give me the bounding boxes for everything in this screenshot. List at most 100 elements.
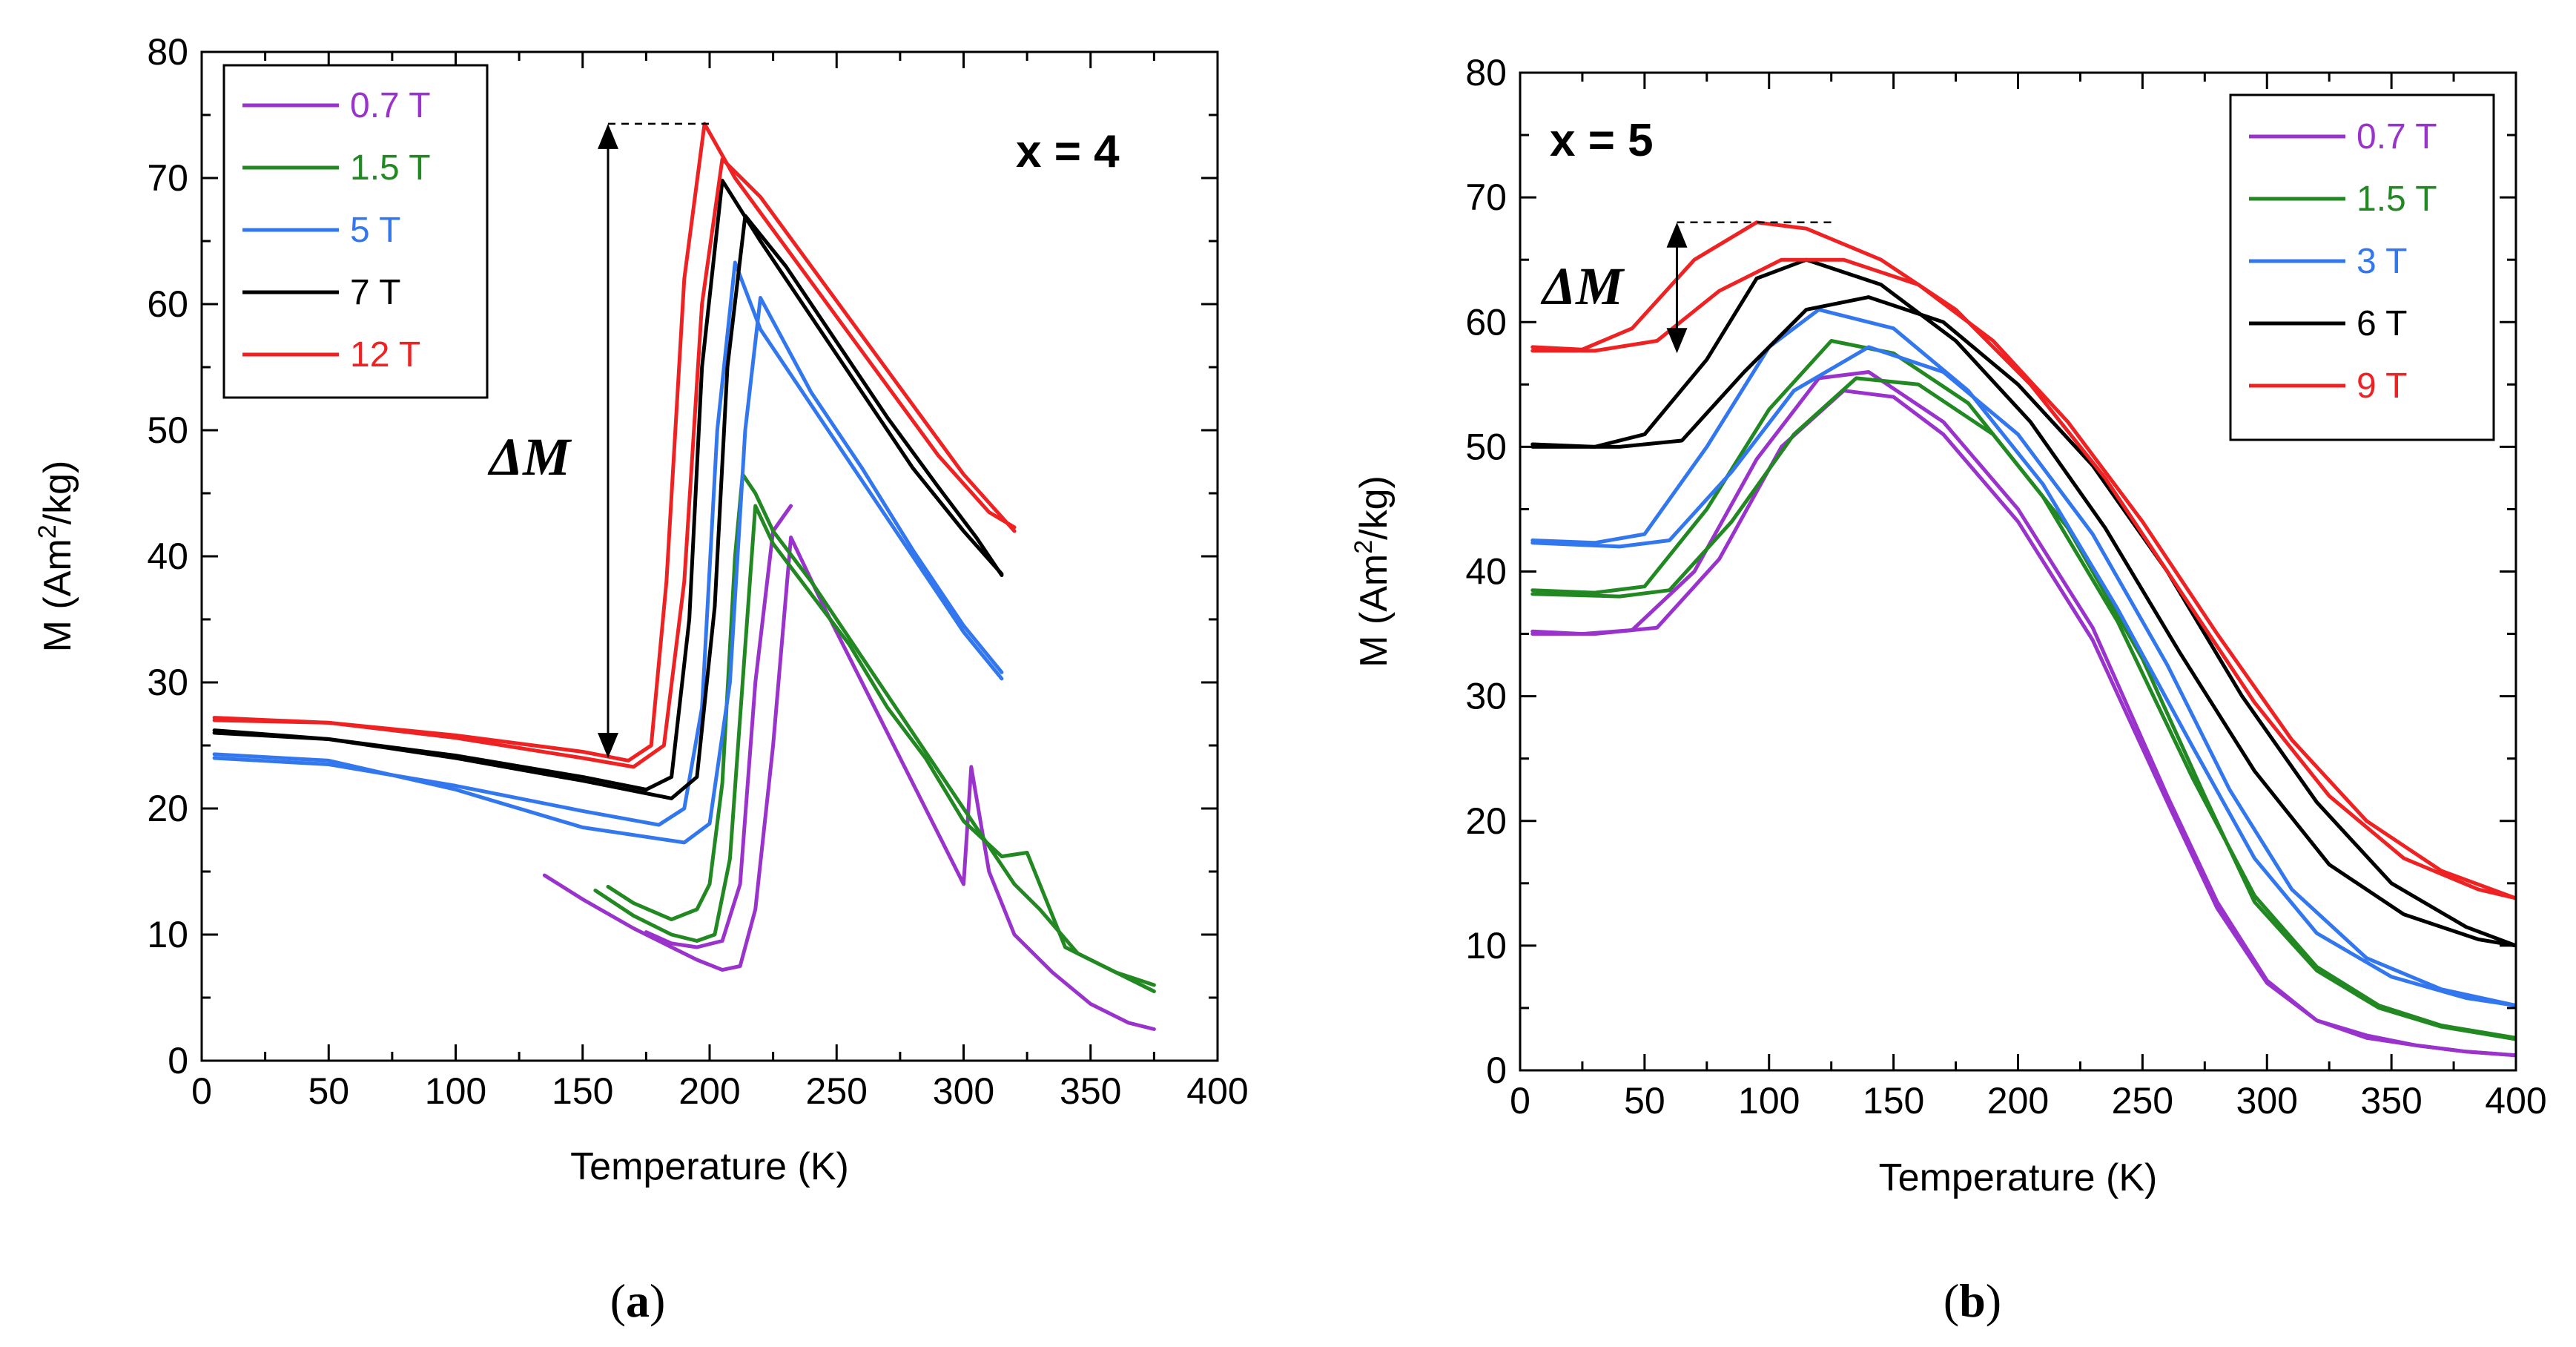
legend-box	[2229, 93, 2495, 441]
series-line-7-T-7	[212, 214, 1004, 800]
panel-label-open: (	[1943, 1274, 1959, 1327]
x-tick-label: 100	[1738, 1080, 1800, 1122]
y-axis-title: M (Am2/kg)	[1350, 475, 1396, 668]
x-tick-label: 250	[2112, 1080, 2173, 1122]
y-tick-label: 10	[147, 914, 188, 955]
y-tick-label: 0	[168, 1040, 188, 1081]
y-tick-label: 30	[147, 662, 188, 703]
panel-label-close: )	[1986, 1274, 2001, 1327]
y-tick-label: 40	[1465, 551, 1507, 593]
legend-label: 6 T	[2357, 304, 2407, 343]
y-axis-title-sup: 2	[1350, 540, 1378, 554]
series-line-5-T-5	[212, 296, 1004, 845]
y-tick-label: 50	[1465, 426, 1507, 467]
series-line-0-7-T-1	[644, 504, 793, 949]
x-tick-label: 200	[1987, 1080, 2049, 1122]
ticks-group: 0 50 100 150 200 250 300 350 400 0 10 20 30 40 50 60 70 8…	[147, 31, 1248, 1112]
series-line-5-T-4	[212, 260, 1004, 827]
legend-label: 0.7 T	[2357, 117, 2437, 157]
y-tick-label: 20	[1465, 800, 1507, 842]
panel-label-letter: a	[626, 1274, 650, 1327]
x-tick-label: 200	[678, 1070, 740, 1112]
series-line-6-T-7	[1530, 257, 2516, 948]
series-line-7-T-6	[212, 178, 1004, 791]
series-line-0-7-T-0	[1530, 389, 2516, 1058]
legend: 0.7 T 1.5 T 5 T 7 T 12 T	[222, 64, 489, 399]
series-line-1-5-T-2	[1530, 376, 2516, 1041]
y-tick-label: 80	[1465, 52, 1507, 93]
legend-label: 12 T	[350, 335, 420, 375]
panel-b: 0 50 100 150 200 250 300 350 400 0 10 20 30 40 50 60 70 8…	[1350, 52, 2547, 1327]
y-axis-title-post: /kg)	[36, 461, 79, 525]
legend-label: 9 T	[2357, 366, 2407, 406]
delta-m-arrow-head-down	[598, 733, 618, 758]
delta-m-label: ΔM	[487, 427, 572, 487]
x-tick-label: 150	[1863, 1080, 1924, 1122]
x-tick-label: 50	[308, 1070, 349, 1112]
series-line-3-T-5	[1530, 307, 2516, 1008]
y-tick-label: 60	[147, 283, 188, 325]
legend-label: 5 T	[350, 211, 400, 250]
y-tick-label: 40	[147, 536, 188, 577]
x-axis-title: Temperature (K)	[1879, 1156, 2158, 1199]
x-tick-label: 300	[2236, 1080, 2298, 1122]
panel-label-letter: b	[1959, 1274, 1986, 1327]
legend-label: 1.5 T	[350, 148, 431, 188]
delta-m-arrow-head-up	[1666, 222, 1688, 248]
y-tick-label: 20	[147, 788, 188, 829]
x-tick-label: 100	[425, 1070, 486, 1112]
y-axis-title: M (Am2/kg)	[33, 461, 79, 653]
series-line-3-T-4	[1530, 345, 2516, 1008]
composition-annotation: x = 5	[1550, 115, 1654, 166]
panel-label: (a)	[610, 1274, 666, 1327]
x-tick-label: 350	[2360, 1080, 2422, 1122]
panel-label-close: )	[650, 1274, 665, 1327]
legend-label: 0.7 T	[350, 86, 431, 125]
series-group	[1530, 220, 2516, 1058]
series-line-1-5-T-2	[593, 504, 1156, 993]
y-tick-label: 70	[1465, 177, 1507, 218]
x-tick-label: 0	[191, 1070, 212, 1112]
series-line-12-T-9	[212, 157, 1017, 769]
x-tick-label: 300	[933, 1070, 994, 1112]
y-tick-label: 50	[147, 409, 188, 451]
legend-label: 7 T	[350, 273, 400, 312]
y-tick-label: 70	[147, 157, 188, 199]
series-line-0-7-T-0	[542, 536, 1156, 1031]
x-tick-label: 150	[552, 1070, 613, 1112]
delta-m-label: ΔM	[1540, 257, 1625, 316]
panel-a: 0 50 100 150 200 250 300 350 400 0 10 20 30 40 50 60 70 8…	[33, 31, 1249, 1327]
delta-m-arrow-head-up	[598, 123, 618, 149]
x-tick-label: 0	[1510, 1080, 1530, 1122]
x-tick-label: 50	[1624, 1080, 1665, 1122]
x-tick-label: 400	[2485, 1080, 2546, 1122]
delta-m-arrow-head-down	[1666, 328, 1688, 354]
series-line-6-T-6	[1530, 295, 2516, 948]
series-line-0-7-T-1	[1530, 370, 2516, 1058]
panel-label-open: (	[610, 1274, 626, 1327]
composition-annotation: x = 4	[1016, 126, 1120, 177]
x-tick-label: 350	[1060, 1070, 1121, 1112]
y-axis-title-sup: 2	[33, 524, 62, 539]
legend-label: 3 T	[2357, 242, 2407, 281]
y-tick-label: 80	[147, 31, 188, 73]
y-tick-label: 0	[1486, 1050, 1507, 1091]
series-line-1-5-T-3	[1530, 339, 2516, 1040]
x-tick-label: 250	[806, 1070, 868, 1112]
series-line-12-T-8	[212, 122, 1017, 763]
series-line-9-T-9	[1530, 220, 2516, 900]
y-axis-title-post: /kg)	[1353, 475, 1396, 540]
panel-label: (b)	[1943, 1274, 2001, 1327]
series-group	[212, 122, 1156, 1031]
y-tick-label: 10	[1465, 925, 1507, 966]
x-tick-label: 400	[1186, 1070, 1248, 1112]
y-tick-label: 30	[1465, 676, 1507, 717]
y-axis-title-pre: M (Am	[36, 539, 79, 652]
legend-label: 1.5 T	[2357, 180, 2437, 219]
ticks-group: 0 50 100 150 200 250 300 350 400 0 10 20 30 40 50 60 70 8…	[1465, 52, 2546, 1122]
x-axis-title: Temperature (K)	[570, 1145, 849, 1188]
y-axis-title-pre: M (Am	[1353, 554, 1396, 668]
y-tick-label: 60	[1465, 301, 1507, 343]
legend: 0.7 T 1.5 T 3 T 6 T 9 T	[2229, 93, 2495, 441]
